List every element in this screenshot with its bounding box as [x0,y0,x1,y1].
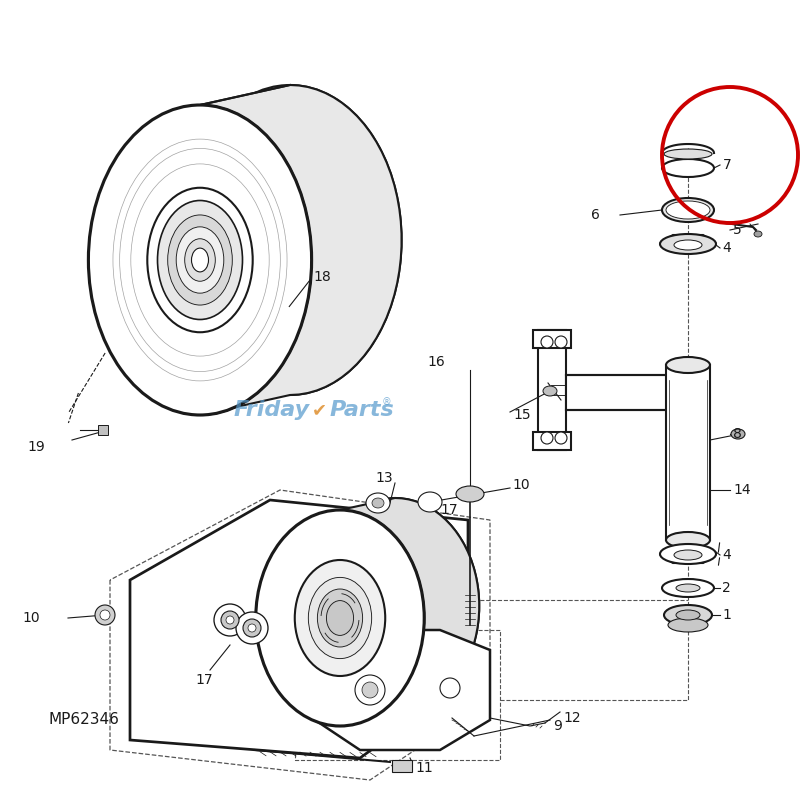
Ellipse shape [666,532,710,548]
Ellipse shape [541,432,553,444]
Ellipse shape [318,589,362,647]
Ellipse shape [555,432,567,444]
Text: 10: 10 [22,611,40,625]
Ellipse shape [555,336,567,348]
Text: 2: 2 [722,581,730,595]
Ellipse shape [308,578,372,658]
Bar [538,330,566,450]
Ellipse shape [362,682,378,698]
Text: 5: 5 [733,223,742,237]
Ellipse shape [754,231,762,237]
Text: 18: 18 [313,270,330,284]
Ellipse shape [185,238,215,282]
Text: 9: 9 [553,719,562,733]
Text: ®: ® [382,397,392,407]
Text: Parts: Parts [330,400,394,420]
Bar [666,365,710,540]
Polygon shape [130,500,468,758]
Text: 16: 16 [427,355,445,369]
Polygon shape [340,498,479,726]
Ellipse shape [418,492,442,512]
Ellipse shape [95,605,115,625]
Text: 10: 10 [512,478,530,492]
Ellipse shape [147,188,253,332]
Ellipse shape [243,619,261,637]
Text: MP62346: MP62346 [48,713,119,727]
Text: ✔: ✔ [312,401,327,419]
Polygon shape [200,85,402,415]
Ellipse shape [541,336,553,348]
Ellipse shape [662,159,714,177]
Text: 1: 1 [722,608,731,622]
Bar [392,760,412,772]
Polygon shape [300,630,490,750]
Ellipse shape [366,493,390,513]
Text: 8: 8 [733,427,742,441]
Ellipse shape [355,675,385,705]
Ellipse shape [660,234,716,254]
Text: 14: 14 [733,483,750,497]
Ellipse shape [248,624,256,632]
Ellipse shape [543,386,557,396]
Ellipse shape [676,610,700,620]
Ellipse shape [674,550,702,560]
Ellipse shape [89,105,312,415]
Text: 19: 19 [27,440,45,454]
Ellipse shape [221,611,239,629]
Ellipse shape [236,612,268,644]
Ellipse shape [256,510,424,726]
Ellipse shape [168,215,232,305]
Ellipse shape [731,429,745,439]
Bar [533,330,571,348]
Text: 12: 12 [563,711,581,725]
Text: 7: 7 [723,158,732,172]
Ellipse shape [226,616,234,624]
Text: 17: 17 [195,673,213,687]
Text: 15: 15 [513,408,530,422]
Ellipse shape [310,498,479,714]
Ellipse shape [191,248,209,272]
Text: 4: 4 [722,241,730,255]
Ellipse shape [158,201,242,319]
Bar [98,425,108,435]
Bar [566,375,686,410]
Text: 17: 17 [440,503,458,517]
Text: Friday: Friday [234,400,310,420]
Ellipse shape [666,201,710,219]
Ellipse shape [676,584,700,592]
Ellipse shape [662,198,714,222]
Ellipse shape [176,227,224,293]
Ellipse shape [456,486,484,502]
Ellipse shape [674,240,702,250]
Text: 13: 13 [375,471,393,485]
Bar [533,432,571,450]
Text: 11: 11 [415,761,433,775]
Ellipse shape [214,604,246,636]
Ellipse shape [662,579,714,597]
Ellipse shape [660,544,716,564]
Ellipse shape [666,357,710,373]
Text: 6: 6 [591,208,600,222]
Ellipse shape [326,601,354,635]
Ellipse shape [294,560,386,676]
Ellipse shape [668,618,708,632]
Ellipse shape [664,605,712,625]
Ellipse shape [664,149,712,159]
Ellipse shape [372,498,384,508]
Ellipse shape [440,678,460,698]
Ellipse shape [100,610,110,620]
Text: 4: 4 [722,548,730,562]
Ellipse shape [178,85,402,395]
